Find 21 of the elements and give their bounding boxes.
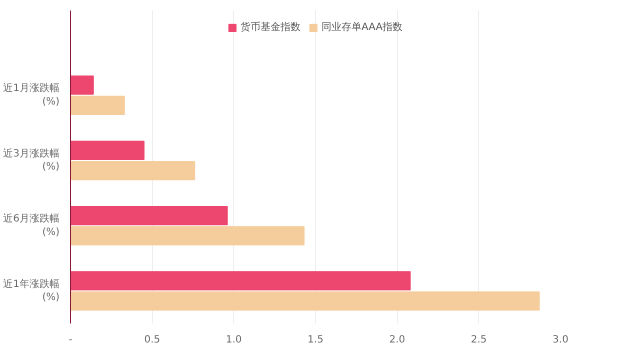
bar: [70, 76, 94, 95]
x-tick-label: 0.5: [144, 334, 160, 346]
y-tick-label: 近3月涨跌幅 (%): [3, 147, 60, 173]
legend-label: 同业存单AAA指数: [321, 20, 403, 34]
x-tick-label: -: [68, 334, 73, 346]
bar: [70, 96, 125, 116]
x-tick-label: 3.0: [552, 334, 568, 346]
bar: [70, 206, 228, 226]
y-tick-label: 近6月涨跌幅 (%): [3, 212, 60, 238]
x-tick-label: 2.5: [470, 334, 487, 346]
bar: [70, 226, 305, 246]
x-tick-label: 1.0: [226, 334, 242, 346]
y-tick-label: 近1月涨跌幅 (%): [3, 82, 60, 108]
x-tick-label: 1.5: [308, 334, 324, 346]
bar: [70, 291, 540, 311]
bar: [70, 271, 411, 290]
x-tick-label: 2.0: [389, 334, 406, 346]
bar: [70, 140, 144, 160]
bar: [70, 160, 196, 180]
y-tick-label: 近1年涨跌幅 (%): [3, 278, 60, 303]
legend-label: 货币基金指数: [240, 20, 300, 34]
